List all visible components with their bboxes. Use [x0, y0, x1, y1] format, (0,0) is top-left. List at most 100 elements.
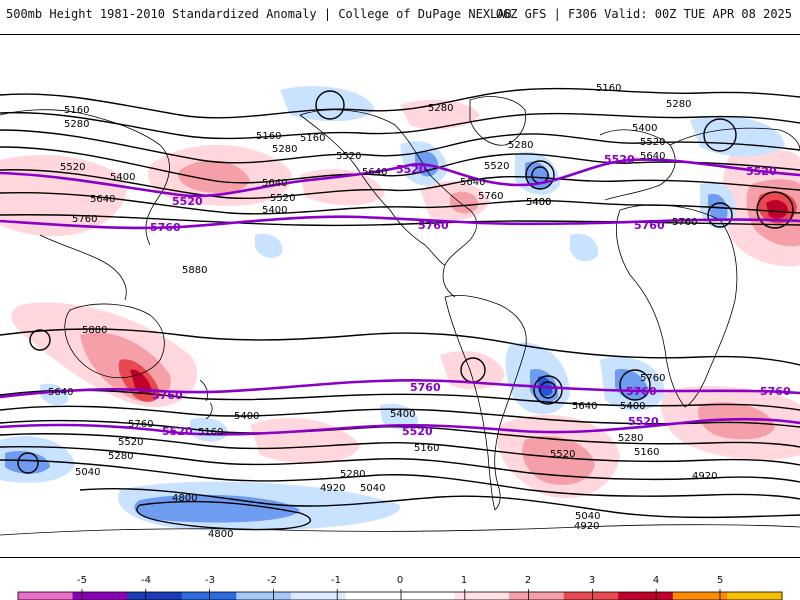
- height-contour-label: 5760: [128, 419, 153, 430]
- height-contour-label: 5400: [526, 197, 551, 208]
- height-contour-label: 5040: [360, 483, 385, 494]
- height-contour-label: 5520: [60, 162, 85, 173]
- height-contour-low: [533, 375, 563, 405]
- colorbar-graphic: [17, 589, 783, 600]
- height-contour-label: 5160: [596, 83, 621, 94]
- coastline-south-america: [444, 295, 527, 511]
- height-contour-label: 5040: [75, 467, 100, 478]
- colorbar-segment: [727, 592, 783, 600]
- purple-contour-5520-south: [0, 417, 800, 436]
- height-contour-label: 5160: [64, 105, 89, 116]
- height-contour: [0, 328, 800, 366]
- negative-anomaly-region: [570, 233, 599, 262]
- colorbar-tick-label: 1: [460, 575, 468, 586]
- height-contour: [0, 405, 800, 428]
- height-contour-label: 5520: [550, 449, 575, 460]
- height-contour-label: 5280: [340, 469, 365, 480]
- purple-contour-label: 5760: [410, 381, 441, 394]
- height-contour-label: 5160: [634, 447, 659, 458]
- height-contour-label: 5400: [234, 411, 259, 422]
- height-contour: [0, 446, 800, 483]
- purple-contour-label: 5760: [626, 385, 657, 398]
- colorbar-segment: [509, 592, 565, 600]
- model-run-info: 06Z GFS | F306 Valid: 00Z TUE APR 08 202…: [495, 7, 792, 21]
- height-contour-label: 5400: [110, 172, 135, 183]
- colorbar-segment: [72, 592, 128, 600]
- colorbar-tick-label: 2: [524, 575, 532, 586]
- coastline-greenland: [469, 96, 527, 146]
- purple-contour-label: 5520: [396, 163, 427, 176]
- colorbar-tick-label: -4: [141, 575, 151, 586]
- colorbar-tick-label: -2: [267, 575, 277, 586]
- height-contour-label: 5400: [526, 197, 551, 208]
- purple-contour-label: 5760: [760, 385, 791, 398]
- anomaly-colorbar: [0, 568, 800, 600]
- height-contour-label: 4920: [692, 471, 717, 482]
- height-contour-low: [707, 202, 733, 228]
- height-contour-low: [539, 381, 557, 399]
- height-contour-low: [619, 369, 651, 401]
- height-contour-label: 5160: [256, 131, 281, 142]
- height-contour-high: [756, 191, 794, 229]
- height-contour-label: 5640: [48, 387, 73, 398]
- height-contour-label: 5400: [390, 409, 415, 420]
- purple-contour-5760-north: [0, 215, 800, 230]
- colorbar-tick-label: 3: [588, 575, 596, 586]
- height-contour-label: 5640: [262, 178, 287, 189]
- height-contours: [0, 87, 800, 531]
- height-contour: [79, 487, 800, 519]
- height-contour-label: 5520: [270, 193, 295, 204]
- height-contour-label: 5280: [618, 433, 643, 444]
- height-contour-label: 4800: [208, 529, 233, 540]
- purple-contour-5760-south: [0, 379, 800, 399]
- height-contour-label: 5160: [198, 427, 223, 438]
- header: 500mb Height 1981-2010 Standardized Anom…: [0, 0, 800, 34]
- coastline-north-america: [299, 109, 478, 298]
- height-contour-label: 5280: [108, 451, 133, 462]
- negative-anomaly-region: [380, 403, 419, 430]
- coastline-asia: [669, 127, 800, 151]
- height-contour-label: 5040: [575, 511, 600, 522]
- height-contour-low: [703, 118, 737, 152]
- negative-anomaly-region: [615, 369, 649, 401]
- purple-contour-label: 5520: [628, 415, 659, 428]
- height-contour: [0, 111, 800, 140]
- purple-contour-label: 5520: [746, 165, 777, 178]
- positive-anomaly-region: [522, 436, 595, 485]
- coastline-australia: [64, 303, 165, 379]
- positive-anomaly-region: [250, 417, 360, 464]
- positive-anomaly-region: [450, 191, 479, 214]
- height-contour-label: 5880: [82, 325, 107, 336]
- colorbar-outline: [17, 591, 783, 600]
- height-contour-label: 5520: [118, 437, 143, 448]
- negative-anomaly-region: [280, 86, 375, 122]
- height-contour-label: 5760: [72, 214, 97, 225]
- colorbar-segment: [400, 592, 456, 600]
- height-contour: [0, 433, 800, 466]
- purple-contour-label: 5520: [172, 195, 203, 208]
- negative-anomaly-layer: [0, 86, 785, 531]
- purple-contour-labels: 5520 5520 5520 5760 5760 5760 5520 5760 …: [150, 153, 791, 438]
- height-contour-label: 5760: [640, 373, 665, 384]
- coastline-antarctica: [0, 524, 800, 536]
- negative-anomaly-region: [255, 233, 283, 258]
- purple-contours: [0, 158, 800, 436]
- purple-contour-label: 5760: [418, 219, 449, 232]
- height-contour: [0, 389, 800, 411]
- height-contour-label: 5400: [262, 205, 287, 216]
- height-contour-label: 5400: [632, 123, 657, 134]
- colorbar-segment: [345, 592, 401, 600]
- height-contour-low: [525, 160, 555, 190]
- height-contour-label: 5640: [90, 194, 115, 205]
- height-contour-label: 5400: [620, 401, 645, 412]
- map-title: 500mb Height 1981-2010 Standardized Anom…: [6, 7, 512, 21]
- coastline-europe: [599, 129, 676, 201]
- colorbar-segment: [454, 592, 510, 600]
- negative-anomaly-region: [190, 417, 229, 442]
- height-contour: [0, 459, 800, 500]
- colorbar-tick-label: 5: [716, 575, 724, 586]
- height-contour: [0, 146, 800, 184]
- height-contour-label: 4920: [574, 521, 599, 532]
- purple-contour-label: 5760: [150, 221, 181, 234]
- height-contour: [0, 87, 800, 119]
